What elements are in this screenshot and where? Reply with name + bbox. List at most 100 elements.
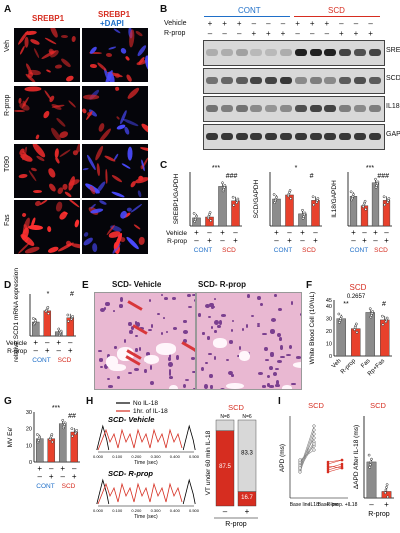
il18-point-rprop [340,466,344,470]
rprop-sign: – [61,472,66,481]
rprop-sign: + [233,236,238,245]
cell-spot [54,148,60,159]
data-point [374,177,377,181]
blot-panel [203,68,385,94]
cell-spot [58,148,71,158]
data-point [75,428,79,432]
nucleus [184,378,189,381]
nucleus [257,372,263,376]
nucleus [104,363,108,369]
nucleus [241,327,244,332]
vehicle-sign: – [313,228,318,237]
vehicle-sign: + [324,19,330,28]
panel-a-row-t090: T090 [4,156,11,172]
trace-x-tick: 0.100 [112,454,123,459]
blot-band [368,77,381,84]
bar [43,310,52,337]
trace-title: SCD- R-prop [108,469,153,478]
cell-spot [115,115,121,120]
nucleus [219,320,223,325]
nucleus [168,375,173,379]
nucleus [264,359,270,362]
nucleus [191,357,195,360]
nucleus [163,296,169,300]
nucleus [288,344,293,349]
blot-band [294,49,307,56]
rprop-sign: – [222,29,227,38]
significance-mark: * [47,291,50,298]
data-point [369,460,373,464]
x-label: R-prop. +IL18 [327,502,358,508]
panel-f-letter: F [306,280,313,291]
vehicle-sign: + [220,228,225,237]
vessel-space [281,384,293,389]
rprop-sign: + [353,29,359,38]
histology-tile [196,292,302,390]
trace-x-tick: 0.300 [151,508,162,513]
nucleus [182,339,188,344]
trace-x-tick: 0.500 [189,454,200,459]
nucleus [182,319,187,324]
nucleus [205,304,211,309]
panel-b-letter: B [160,4,168,15]
data-point [231,195,235,199]
panel-b-group-cont: CONT [238,6,261,15]
vehicle-sign: + [33,338,38,347]
rprop-sign: – [194,236,199,245]
nucleus [213,329,217,334]
blot-label: SREBP1-c [386,47,400,54]
y-axis-label: relative SCD1 mRNA expression [13,268,20,362]
rprop-sign: + [49,472,54,481]
nucleus [149,380,154,386]
vehicle-sign: – [207,228,212,237]
nucleus [210,325,214,329]
rprop-sign: – [34,346,39,355]
data-point [363,199,367,203]
data-point [275,195,278,199]
significance-mark: # [310,173,314,180]
nucleus [231,319,235,322]
pair-line [299,425,315,469]
treat-label: R-prop [167,238,187,245]
blot-band [265,77,278,84]
data-point [36,433,39,436]
cell-spot [46,226,52,233]
y-axis-label: SREBP1/GAPDH [173,173,180,224]
blot-band [235,77,248,84]
pair-line [299,449,315,461]
y-tick-label: 10 [26,443,32,449]
h-bar-xlabel: R-prop [225,521,247,528]
vehicle-sign: – [353,19,359,28]
pair-line-rprop [327,459,343,463]
blot-band [354,105,366,112]
panel-f-title: SCD [350,283,367,292]
rprop-sign: + [313,236,318,245]
x-category-label: Fas [360,358,371,369]
bar [298,213,307,227]
nucleus [168,368,171,373]
panel-g-letter: G [4,396,12,407]
i-bar-ylabel: ΔAPD After IL-18 (ms) [353,425,360,489]
trace-x-tick: 0.000 [93,454,104,459]
panel-a-row-veh: Veh [4,39,11,52]
vehicle-sign: + [222,19,227,28]
treat-label: Vehicle [6,340,27,347]
pair-line-rprop [327,465,343,469]
panel-a-header-srebp1: SREBP1 [32,14,65,23]
rprop-sign: + [207,236,212,245]
vessel-space [105,355,118,368]
trace-x-label: Time (sec) [134,514,158,520]
nucleus [280,345,283,350]
nucleus [207,336,211,340]
data-point [368,463,372,467]
nucleus [278,336,283,341]
data-point [236,197,240,201]
blot-band [220,77,233,84]
group-label-cont: CONT [274,247,292,254]
vehicle-sign: – [68,338,73,347]
cell-spot [94,144,105,162]
vehicle-sign: + [207,19,213,28]
baseline-point-rprop [326,468,330,472]
nucleus [172,296,176,301]
vehicle-sign: – [233,228,238,237]
